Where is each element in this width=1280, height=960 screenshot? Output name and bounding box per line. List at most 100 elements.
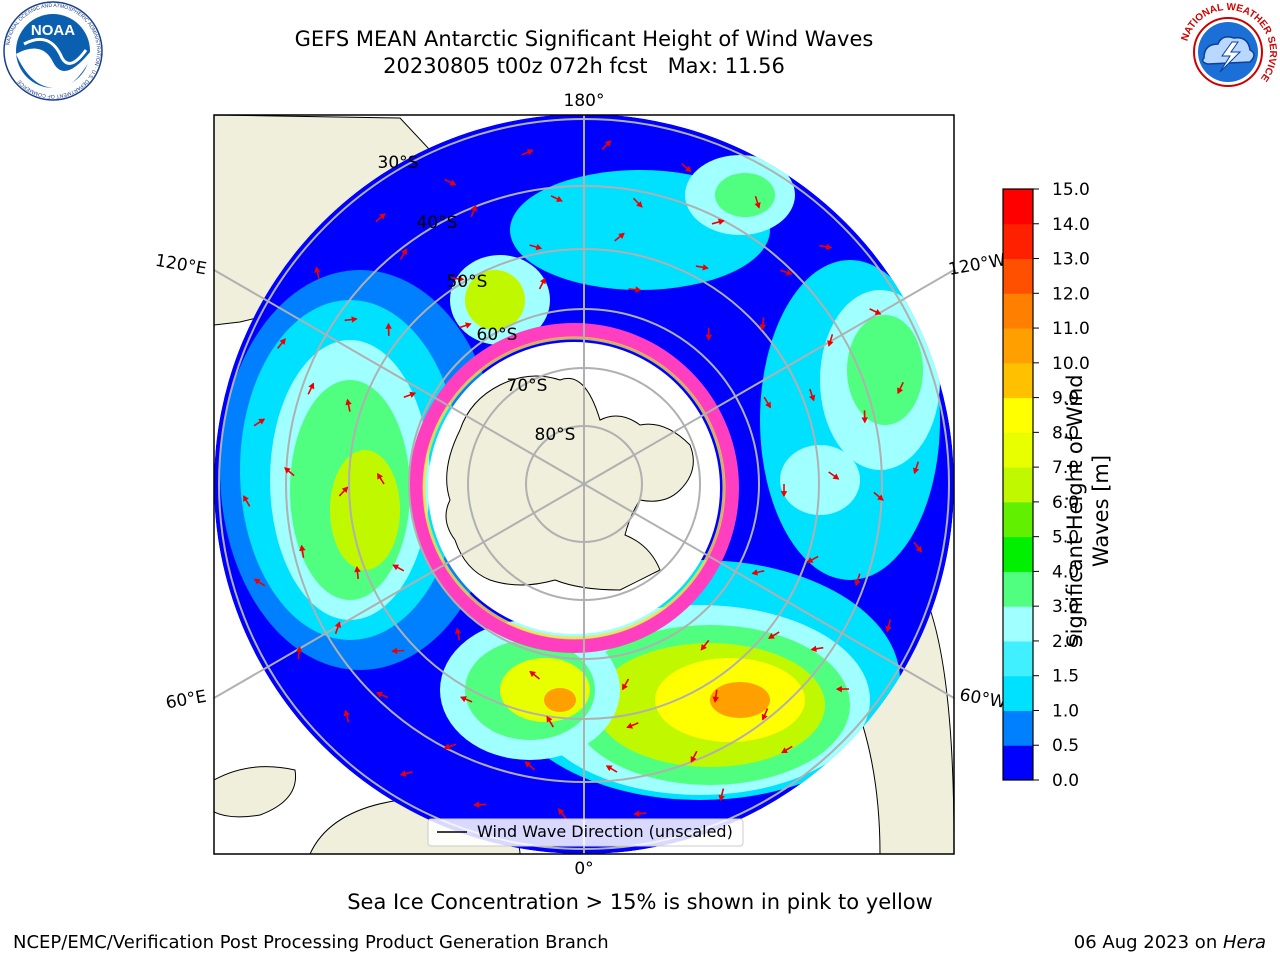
colorbar-label-line1: Significant Height of Wind	[1063, 374, 1087, 648]
wave-arrow-head	[781, 747, 788, 754]
wave-arrow-head	[684, 165, 692, 173]
footer-branch: NCEP/EMC/Verification Post Processing Pr…	[13, 932, 609, 953]
colorbar-segment	[1003, 710, 1033, 746]
wave-arrow-head	[401, 248, 408, 255]
wave-arrow-head	[622, 683, 628, 691]
wave-arrow-head	[912, 467, 920, 475]
colorbar-segment	[1003, 223, 1033, 260]
wave-arrow-head	[314, 266, 321, 273]
wave-arrow-head	[443, 743, 451, 750]
colorbar-segment	[1003, 675, 1033, 711]
colorbar-tick-label: 8.0	[1052, 423, 1079, 443]
wave-arrow-head	[877, 494, 884, 501]
lat-label-80s: 80°S	[535, 425, 576, 445]
lat-label-60s: 60°S	[477, 325, 518, 345]
wave-arrow-head	[258, 418, 266, 425]
wave-arrow-head	[343, 709, 350, 717]
colorbar-tick-label: 6.0	[1052, 493, 1079, 513]
lon-label-120e: 120°E	[154, 251, 208, 280]
colorbar-segment	[1003, 362, 1033, 399]
sea-ice-note: Sea Ice Concentration > 15% is shown in …	[347, 890, 933, 914]
wave-arrow-head	[391, 647, 398, 655]
map-area: Wind Wave Direction (unscaled)	[214, 115, 954, 854]
wave-arrow-head	[854, 579, 861, 587]
colorbar-tick-label: 14.0	[1052, 215, 1090, 235]
wave-arrow-head	[825, 243, 833, 251]
wave-direction-arrows	[242, 140, 923, 819]
map-frame	[213, 114, 955, 855]
colorbar-tick-label: 0.5	[1052, 736, 1079, 756]
wave-arrow-head	[465, 322, 472, 329]
colorbar-segment	[1003, 536, 1033, 572]
wave-arrow-head	[718, 794, 725, 802]
colorbar-ticks: 15.0 14.0 13.0 12.0 11.0 10.0 9.0 8.0 7.0 6.0 5.0 4…	[1033, 180, 1090, 791]
map-legend: Wind Wave Direction (unscaled)	[427, 818, 744, 847]
wave-arrow-head	[809, 394, 816, 402]
colorbar-tick-label: 1.5	[1052, 667, 1079, 687]
wave-arrow-head	[546, 715, 553, 723]
colorbar-segment	[1003, 397, 1033, 433]
wave-arrow-head	[633, 810, 640, 817]
wave-arrow-head	[751, 569, 758, 576]
sea-ice-ring	[409, 323, 739, 653]
noaa-logo-text: NOAA	[31, 22, 75, 39]
wave-arrow-head	[702, 264, 709, 271]
colorbar-segment	[1003, 745, 1033, 781]
wave-arrow-head	[399, 770, 407, 777]
wave-arrow-head	[524, 761, 532, 768]
colorbar-frame	[1002, 188, 1034, 781]
colorbar-segment	[1003, 189, 1033, 225]
wave-arrow-head	[636, 201, 643, 208]
colorbar-segment	[1003, 432, 1033, 468]
lat-label-40s: 40°S	[417, 213, 458, 233]
colorbar-segment	[1003, 467, 1033, 503]
wave-arrow-head	[915, 545, 923, 553]
wave-arrow-head	[759, 324, 767, 331]
wave-arrow-head	[529, 670, 536, 678]
colorbar-tick-label: 1.0	[1052, 701, 1079, 721]
lat-label-70s: 70°S	[507, 376, 548, 396]
colorbar-segment	[1003, 640, 1033, 677]
wave-arrow-head	[761, 713, 768, 721]
wave-arrow-head	[351, 316, 358, 323]
wave-arrow-head	[535, 243, 543, 251]
wave-arrow-head	[832, 473, 840, 480]
wave-arrow-head	[874, 309, 882, 315]
colorbar-label-line2: Waves [m]	[1089, 454, 1113, 568]
wave-arrow-head	[526, 149, 534, 156]
wave-arrow-head	[690, 755, 697, 763]
colorbar-tick-label: 0.0	[1052, 771, 1079, 791]
wave-arrow-head	[539, 277, 546, 285]
wave-arrow-head	[717, 218, 725, 226]
wave-arrow-head	[785, 269, 793, 276]
chart-title: GEFS MEAN Antarctic Significant Height o…	[294, 27, 874, 51]
wave-arrow-head	[635, 286, 642, 293]
footer-date-text: 06 Aug 2023 on	[1073, 932, 1223, 953]
wave-arrow-head	[253, 578, 261, 585]
wave-arrow-head	[460, 696, 467, 703]
wave-arrow-head	[341, 486, 349, 494]
wave-arrow-head	[379, 213, 386, 220]
colorbar-tick-label: 12.0	[1052, 284, 1090, 304]
colorbar-label: Significant Height of Wind Waves [m]	[1062, 311, 1114, 711]
colorbar-segment	[1003, 501, 1033, 538]
wave-arrow-head	[754, 202, 761, 209]
wave-arrow-head	[392, 564, 400, 571]
wave-arrow-head	[334, 621, 342, 629]
colorbar-tick-label: 10.0	[1052, 354, 1090, 374]
wave-arrow-head	[354, 565, 361, 573]
colorbar-segment	[1003, 328, 1033, 364]
lon-label-120w: 120°W	[947, 250, 1008, 280]
wave-arrow-head	[556, 196, 563, 202]
nws-logo: NATIONAL WEATHER SERVICE	[1178, 2, 1278, 102]
wave-arrow-head	[308, 382, 315, 390]
wave-arrow-head	[345, 398, 352, 406]
wave-arrow-head	[385, 322, 392, 329]
wave-arrow-head	[806, 557, 814, 563]
footer-host: Hera	[1222, 932, 1266, 953]
colorbar-tick-label: 13.0	[1052, 250, 1090, 270]
wave-arrow-head	[449, 179, 457, 186]
legend-label: Wind Wave Direction (unscaled)	[477, 822, 733, 841]
wave-arrow-head	[454, 627, 462, 634]
